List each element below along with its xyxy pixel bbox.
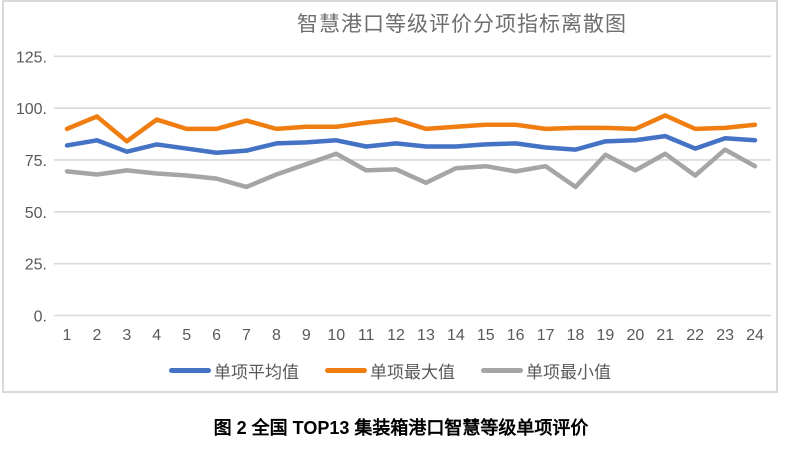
y-axis-tick-label: 50. [25, 205, 47, 222]
x-axis-tick-label: 12 [387, 327, 405, 344]
x-axis-tick-label: 8 [272, 327, 281, 344]
chart-legend: 单项平均值 单项最大值 单项最小值 [4, 358, 776, 383]
x-axis-tick-label: 23 [716, 327, 734, 344]
legend-swatch-icon [325, 368, 367, 373]
x-axis-tick-label: 15 [477, 327, 495, 344]
x-axis-tick-label: 22 [686, 327, 704, 344]
legend-item: 单项最小值 [481, 358, 611, 383]
x-axis-tick-label: 1 [63, 327, 72, 344]
x-axis-tick-label: 3 [122, 327, 131, 344]
x-axis-tick-label: 17 [537, 327, 555, 344]
figure-caption: 图 2 全国 TOP13 集装箱港口智慧等级单项评价 [213, 418, 589, 438]
y-axis-tick-label: 25. [25, 257, 47, 274]
x-axis-tick-label: 18 [567, 327, 585, 344]
legend-item: 单项平均值 [169, 358, 299, 383]
legend-swatch-icon [481, 368, 523, 373]
x-axis-tick-label: 21 [656, 327, 674, 344]
y-axis-tick-label: 100. [16, 101, 47, 118]
legend-label: 单项最大值 [370, 363, 455, 382]
x-axis-tick-label: 9 [302, 327, 311, 344]
x-axis-tick-label: 16 [507, 327, 525, 344]
line-chart-plot: 0.25.50.75.100.125.1 2 3 4 5 6 7 8 9 10 11 12 13 14 15… [16, 49, 771, 344]
y-axis-tick-label: 125. [16, 49, 47, 66]
legend-item: 单项最大值 [325, 358, 455, 383]
legend-label: 单项最小值 [526, 363, 611, 382]
x-axis-tick-label: 2 [92, 327, 101, 344]
x-axis-tick-label: 4 [152, 327, 161, 344]
legend-label: 单项平均值 [214, 363, 299, 382]
y-axis-tick-label: 75. [25, 153, 47, 170]
x-axis-tick-label: 5 [182, 327, 191, 344]
chart-frame: 智慧港口等级评价分项指标离散图 0. 25. 50. 75. 100. 125. 1 2 3 4 5… [2, 0, 778, 393]
x-axis-tick-label: 6 [212, 327, 221, 344]
x-axis-tick-label: 7 [242, 327, 251, 344]
x-axis-tick-label: 10 [327, 327, 345, 344]
x-axis-tick-label: 19 [597, 327, 615, 344]
x-axis-tick-label: 20 [626, 327, 644, 344]
series-line-单项平均值 [64, 133, 758, 155]
series-line-单项最小值 [64, 147, 758, 190]
x-axis-tick-label: 13 [417, 327, 435, 344]
y-axis-tick-label: 0. [34, 309, 47, 326]
series-line-单项最大值 [64, 113, 758, 144]
legend-swatch-icon [169, 368, 211, 373]
x-axis-tick-label: 14 [447, 327, 465, 344]
chart-title: 智慧港口等级评价分项指标离散图 [297, 13, 627, 36]
x-axis-tick-label: 11 [358, 327, 375, 344]
x-axis-tick-label: 24 [746, 327, 764, 344]
